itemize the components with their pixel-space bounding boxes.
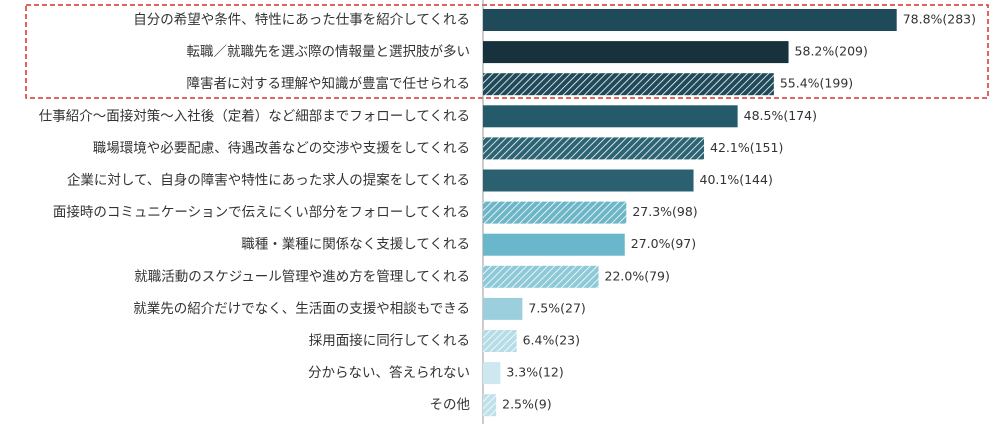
category-label: 採用面接に同行してくれる [309, 332, 470, 349]
bar [483, 233, 625, 256]
value-label: 48.5%(174) [744, 108, 817, 123]
highlight-box [25, 4, 989, 99]
value-label: 42.1%(151) [710, 140, 783, 155]
value-label: 27.3%(98) [632, 204, 697, 219]
category-label: その他 [430, 397, 471, 413]
value-label: 2.5%(9) [502, 397, 551, 412]
value-label: 58.2%(209) [795, 44, 868, 59]
bar [483, 73, 774, 96]
category-label: 就業先の紹介だけでなく、生活面の支援や相談もできる [133, 301, 470, 317]
category-label: 障害者に対する理解や知識が豊富で任せられる [187, 75, 471, 92]
bar [483, 169, 694, 192]
category-label: 就職活動のスケジュール管理や進め方を管理してくれる [134, 269, 470, 285]
bar [483, 41, 789, 64]
bar [483, 362, 501, 385]
value-label: 7.5%(27) [528, 300, 585, 315]
bar [483, 330, 517, 352]
category-label: 職場環境や必要配慮、待遇改善などの交渉や支援をしてくれる [93, 139, 470, 156]
value-label: 6.4%(23) [523, 333, 580, 348]
bar [483, 137, 705, 160]
category-label: 企業に対して、自身の障害や特性にあった求人の提案をしてくれる [67, 172, 470, 189]
value-label: 78.8%(283) [903, 12, 976, 27]
category-label: 仕事紹介～面接対策～入社後（定着）など細部までフォローしてくれる [39, 107, 470, 124]
value-label: 22.0%(79) [605, 268, 670, 283]
bar [483, 297, 523, 320]
category-label: 転職／就職先を選ぶ際の情報量と選択肢が多い [187, 43, 471, 60]
bar [483, 105, 738, 128]
bar [483, 394, 497, 417]
value-label: 3.3%(12) [506, 365, 563, 380]
category-label: 面接時のコミュニケーションで伝えにくい部分をフォローしてくれる [53, 204, 470, 221]
value-label: 55.4%(199) [780, 76, 853, 91]
value-label: 40.1%(144) [700, 172, 773, 187]
category-label: 分からない、答えられない [308, 364, 470, 381]
bar [483, 9, 897, 31]
bar [483, 265, 599, 288]
category-label: 職種・業種に関係なく支援してくれる [241, 237, 470, 253]
bar [483, 201, 627, 224]
value-label: 27.0%(97) [631, 236, 696, 251]
category-label: 自分の希望や条件、特性にあった仕事を紹介してくれる [133, 11, 470, 28]
